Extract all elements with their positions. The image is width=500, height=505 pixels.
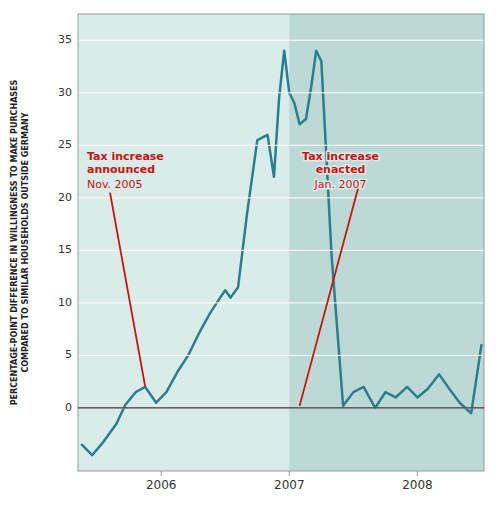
y-tick-label: 5 [65, 348, 72, 361]
annotation-line-text: enacted [316, 163, 366, 176]
y-tick-label: 35 [58, 33, 72, 46]
y-tick-label: 0 [65, 401, 72, 414]
x-axis-line [78, 407, 484, 408]
grid-line [78, 250, 484, 251]
annotation-line-text: announced [87, 163, 155, 176]
x-tick [161, 471, 162, 476]
y-tick-label: 25 [58, 138, 72, 151]
x-tick-label: 2008 [402, 478, 433, 492]
grid-line [78, 197, 484, 198]
plot-frame [78, 14, 484, 471]
annotation-line-text: Tax increase [87, 150, 164, 163]
x-tick-label: 2007 [274, 478, 305, 492]
x-tick [289, 471, 290, 476]
data-line [82, 51, 482, 455]
grid [78, 40, 484, 408]
annotation-text: Tax increaseenacted [302, 150, 379, 176]
y-tick-label: 10 [58, 296, 72, 309]
y-axis-label-line: PERCENTAGE-POINT DIFFERENCE IN WILLINGNE… [10, 79, 19, 405]
annotation-subtext: Jan. 2007 [314, 178, 367, 191]
annotation-subtext: Nov. 2005 [87, 178, 143, 191]
grid-line [78, 407, 484, 408]
y-tick-label: 20 [58, 191, 72, 204]
plot-background [78, 14, 484, 471]
grid-line [78, 145, 484, 146]
annotation-line [110, 193, 145, 387]
grid-line [78, 92, 484, 93]
y-axis-label: PERCENTAGE-POINT DIFFERENCE IN WILLINGNE… [10, 79, 30, 405]
grid-line [78, 40, 484, 41]
shade [289, 14, 484, 471]
plot-area [82, 14, 484, 471]
grid-line [78, 302, 484, 303]
y-axis-label-line: COMPARED TO SIMILAR HOUSEHOLDS OUTSIDE G… [21, 112, 30, 372]
annotation-line [300, 182, 360, 406]
annotation-line-text: Tax increase [302, 150, 379, 163]
x-tick-label: 2006 [146, 478, 177, 492]
chart: 05101520253035200620072008Tax increasean… [0, 0, 500, 505]
x-tick [417, 471, 418, 476]
y-tick-label: 15 [58, 243, 72, 256]
annotation-text: Tax increaseannounced [87, 150, 164, 176]
y-tick-label: 30 [58, 86, 72, 99]
